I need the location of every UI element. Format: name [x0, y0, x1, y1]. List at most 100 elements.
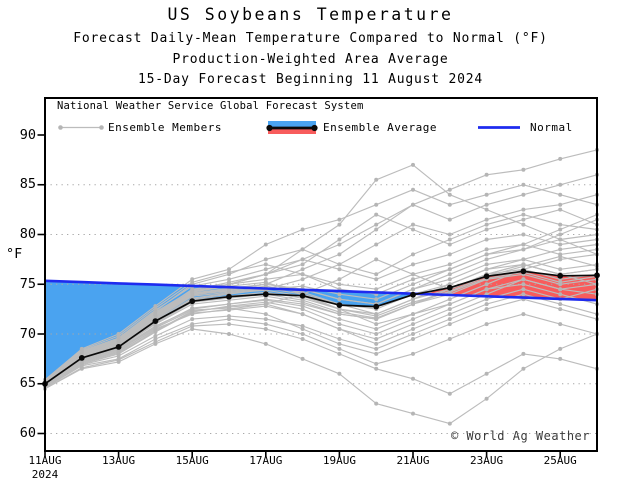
- member-dot: [411, 282, 415, 287]
- member-dot: [374, 177, 379, 182]
- member-dot: [300, 284, 305, 289]
- member-dot: [411, 411, 415, 416]
- member-dot: [263, 267, 268, 272]
- member-dot: [447, 187, 452, 192]
- member-dot: [227, 282, 231, 287]
- member-dot: [374, 257, 379, 262]
- member-dot: [411, 351, 415, 356]
- member-dot: [521, 207, 526, 212]
- member-dot: [300, 304, 305, 309]
- chart-subtitle-3: 15-Day Forecast Beginning 11 August 2024: [137, 72, 484, 87]
- member-dot: [558, 242, 563, 247]
- member-dot: [263, 257, 268, 262]
- member-dot: [484, 202, 489, 207]
- member-dot: [337, 327, 342, 331]
- member-dot: [374, 212, 379, 217]
- member-dot: [227, 317, 231, 322]
- ensemble-members-legend-icon: [58, 125, 104, 130]
- member-dot: [337, 237, 342, 242]
- member-dot: [558, 302, 563, 307]
- member-dot: [374, 341, 379, 346]
- member-dot: [411, 312, 415, 317]
- x-tick-label-11AUG: 11AUG: [28, 454, 62, 467]
- member-dot: [447, 272, 452, 277]
- member-dot: [558, 346, 563, 351]
- member-dot: [190, 280, 195, 285]
- member-dot: [300, 272, 305, 277]
- member-dot: [521, 292, 526, 297]
- member-dot: [558, 227, 563, 232]
- member-dot: [374, 351, 379, 356]
- member-dot: [337, 262, 342, 267]
- member-dot: [374, 346, 379, 351]
- member-dot: [447, 242, 452, 247]
- average-dot: [483, 273, 490, 280]
- average-dot: [410, 291, 416, 298]
- y-tick-label-75: 75: [19, 275, 36, 292]
- member-dot: [337, 371, 342, 376]
- member-dot: [263, 272, 268, 277]
- member-dot: [484, 172, 489, 177]
- member-dot: [447, 337, 452, 341]
- member-dot: [558, 322, 563, 327]
- member-dot: [300, 262, 305, 267]
- ensemble-average-line: [44, 270, 598, 385]
- member-dot: [337, 252, 342, 257]
- member-dot: [484, 302, 489, 307]
- member-dot: [374, 227, 379, 232]
- ensemble-member-line-24: [44, 164, 598, 383]
- member-dot: [263, 242, 268, 247]
- member-dot: [300, 327, 305, 331]
- ensemble-member-line-31: [44, 149, 598, 385]
- normal-legend-icon: [478, 126, 520, 129]
- member-dot: [300, 277, 305, 282]
- member-dot: [153, 329, 158, 333]
- member-dot: [227, 277, 231, 282]
- member-dot: [153, 313, 158, 318]
- member-dot: [447, 391, 452, 396]
- x-axis-year-label: 2024: [31, 468, 59, 481]
- member-dot: [337, 282, 342, 287]
- member-dot: [484, 307, 489, 312]
- member-dot: [300, 257, 305, 262]
- member-dot: [447, 307, 452, 312]
- member-dot: [374, 337, 379, 341]
- member-dot: [411, 287, 415, 292]
- member-dot: [116, 334, 121, 338]
- member-dot: [484, 287, 489, 292]
- member-dot: [190, 317, 195, 322]
- member-dot: [227, 308, 231, 313]
- member-dot: [263, 317, 268, 322]
- member-dot: [484, 262, 489, 267]
- ensemble-members-label: Ensemble Members: [108, 121, 222, 134]
- member-dot: [558, 222, 563, 227]
- member-dot: [190, 327, 195, 331]
- member-dot: [558, 254, 563, 259]
- member-dot: [558, 237, 563, 242]
- member-dot: [190, 290, 195, 295]
- x-tick-label-21AUG: 21AUG: [396, 454, 430, 467]
- y-axis-label: °F: [6, 246, 23, 262]
- ensemble-member-line-16: [44, 233, 598, 382]
- member-dot: [484, 207, 489, 212]
- ensemble-member-line-20: [44, 288, 598, 386]
- member-dot: [337, 346, 342, 351]
- member-dot: [484, 237, 489, 242]
- member-dot: [374, 297, 379, 302]
- member-dot: [300, 227, 305, 232]
- member-dot: [190, 309, 195, 314]
- member-dot: [153, 337, 158, 341]
- y-tick-label-60: 60: [19, 425, 36, 441]
- member-dot: [484, 371, 489, 376]
- member-dot: [521, 277, 526, 282]
- normal-line: [44, 279, 598, 302]
- ensemble-member-line-25: [44, 278, 598, 387]
- member-dot: [263, 298, 268, 303]
- member-dot: [263, 322, 268, 327]
- average-dot: [226, 293, 232, 300]
- member-dot: [190, 324, 195, 328]
- member-dot: [79, 360, 84, 365]
- member-dot: [190, 306, 195, 311]
- member-dot: [300, 298, 305, 303]
- x-tick-label-25AUG: 25AUG: [543, 454, 577, 467]
